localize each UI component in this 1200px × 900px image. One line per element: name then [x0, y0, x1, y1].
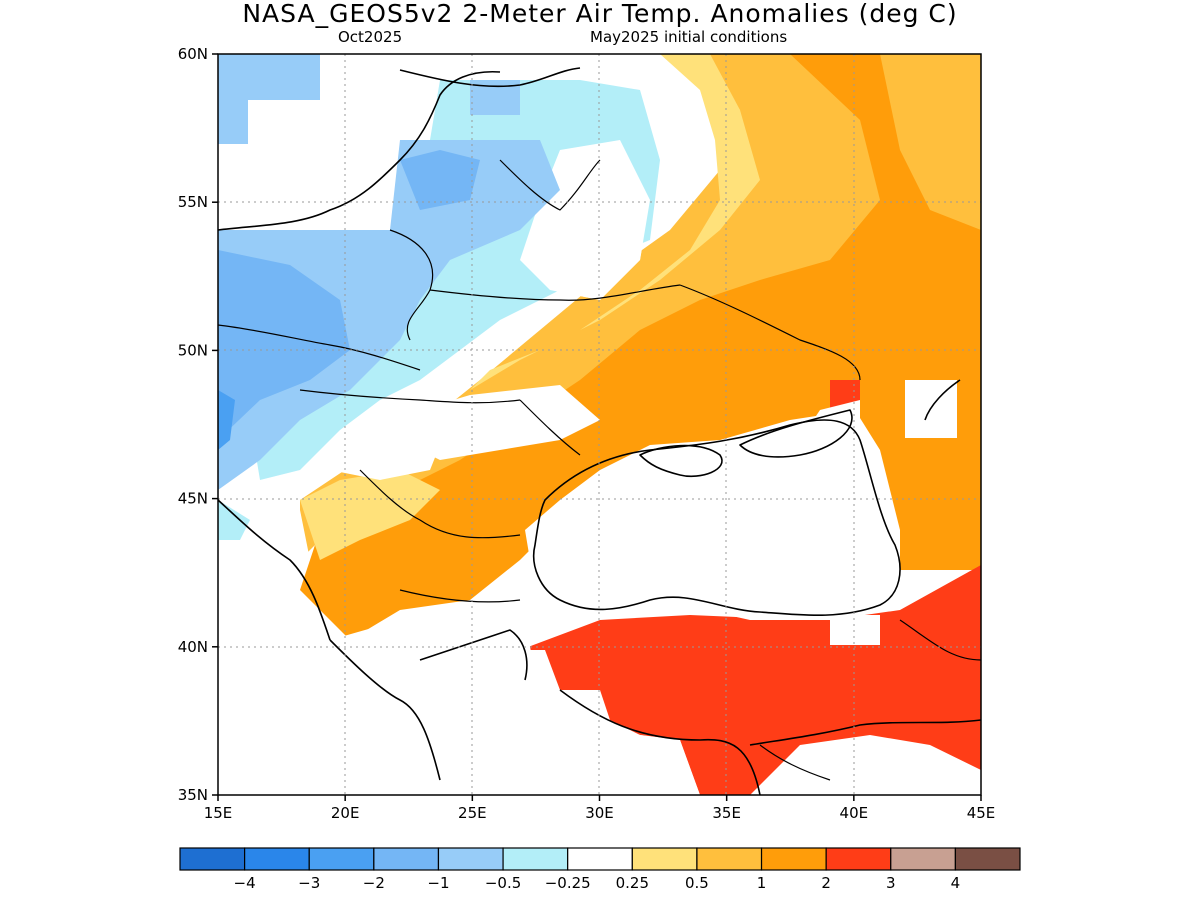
- colorbar-label: −0.25: [545, 874, 591, 892]
- colorbar-swatch: [890, 847, 956, 871]
- region-anomaly-minus-2-to-minus-1: [218, 250, 350, 440]
- caspian-coast: [924, 379, 961, 421]
- colorbar-swatch: [308, 847, 375, 871]
- colorbar-label: −1: [427, 874, 449, 892]
- region-anomaly-minus-3-to-minus-2: [218, 390, 235, 450]
- lon-tick-label: 15E: [204, 804, 233, 822]
- colorbar-swatch: [244, 847, 310, 871]
- colorbar-swatch: [502, 847, 569, 871]
- colorbar-label: 0.5: [685, 874, 709, 892]
- lat-tick-label: 60N: [178, 45, 208, 63]
- colorbar-label: 4: [951, 874, 961, 892]
- turkey-south-coast: [559, 689, 761, 795]
- lon-tick-label: 40E: [840, 804, 869, 822]
- colorbar-label: −4: [234, 874, 256, 892]
- lon-tick-label: 35E: [712, 804, 741, 822]
- region-anomaly-minus-1-to-minus-0.5: [218, 140, 560, 490]
- lon-tick-label: 45E: [967, 804, 996, 822]
- colorbar-legend: −4 −3 −2 −1 −0.5 −0.25 0.25 0.5 1 2 3 4: [179, 847, 1021, 892]
- colorbar-swatch: [696, 847, 763, 871]
- latitude-axis: 35N 40N 45N 50N 55N 60N: [178, 45, 218, 804]
- lat-tick-label: 45N: [178, 490, 208, 508]
- lat-tick-label: 50N: [178, 341, 208, 359]
- adriatic-coast: [218, 499, 331, 641]
- colorbar-swatch: [825, 847, 892, 871]
- colorbar-label: −2: [363, 874, 385, 892]
- colorbar-swatch: [760, 847, 827, 871]
- colorbar-label: −0.5: [485, 874, 521, 892]
- borders-layer: [218, 159, 981, 781]
- lat-tick-label: 55N: [178, 193, 208, 211]
- colorbar-swatch: [179, 847, 246, 871]
- colorbar-label: 2: [821, 874, 831, 892]
- lon-tick-label: 20E: [331, 804, 360, 822]
- lon-tick-label: 25E: [458, 804, 487, 822]
- lat-tick-label: 35N: [178, 786, 208, 804]
- region-black-sea: [525, 410, 900, 620]
- colorbar-swatch: [373, 847, 440, 871]
- colorbar-label: 1: [757, 874, 767, 892]
- coastlines-layer: [218, 67, 981, 795]
- colorbar-swatch: [631, 847, 698, 871]
- colorbar-label: −3: [298, 874, 320, 892]
- baltic-coast: [218, 70, 501, 231]
- lat-tick-label: 40N: [178, 638, 208, 656]
- valid-month-label: Oct2025: [338, 28, 403, 46]
- longitude-axis: 15E 20E 25E 30E 35E 40E 45E: [204, 795, 996, 822]
- greece-coast: [329, 629, 528, 781]
- colorbar-label: 0.25: [616, 874, 649, 892]
- init-conditions-label: May2025 initial conditions: [590, 28, 788, 46]
- colorbar-swatch: [437, 847, 504, 871]
- gulf-of-finland-coast: [399, 67, 581, 88]
- anomaly-fill-layer: [218, 54, 981, 795]
- crimea-coast: [639, 444, 723, 478]
- colorbar-swatch: [954, 847, 1021, 871]
- azov-coast: [739, 409, 853, 458]
- lon-tick-label: 30E: [585, 804, 614, 822]
- colorbar-label: 3: [886, 874, 896, 892]
- colorbar-swatch: [567, 847, 633, 871]
- map-title: NASA_GEOS5v2 2-Meter Air Temp. Anomalies…: [242, 0, 958, 28]
- graticule: [218, 54, 981, 795]
- black-sea-coast: [533, 419, 901, 617]
- mediterranean-east-coast: [749, 719, 981, 746]
